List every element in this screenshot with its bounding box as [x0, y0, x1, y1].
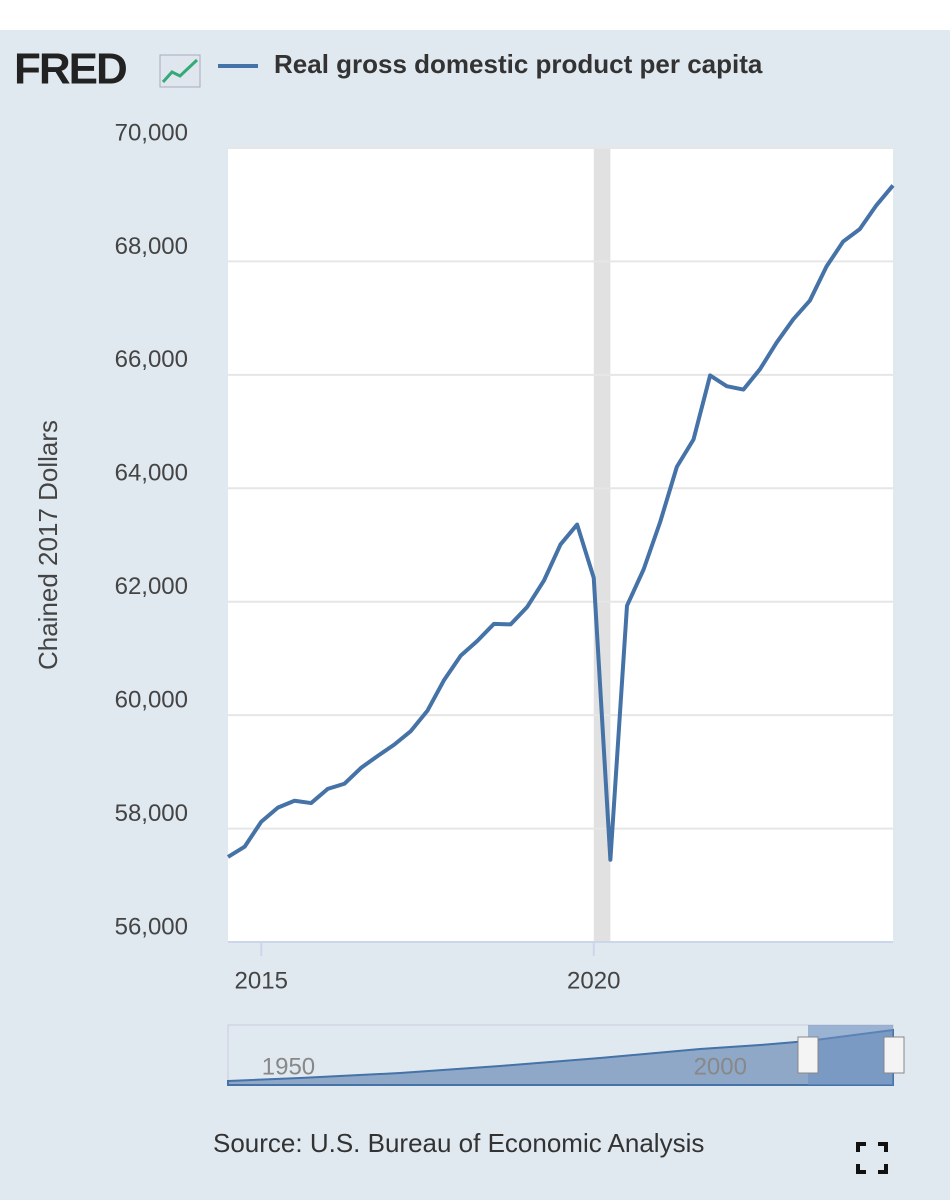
navigator-handle[interactable] [883, 1036, 905, 1074]
y-tick-label: 58,000 [115, 800, 188, 827]
navigator-handle[interactable] [797, 1036, 819, 1074]
y-tick-label: 62,000 [115, 573, 188, 600]
navigator-tick-label: 1950 [262, 1053, 315, 1080]
legend-label: Real gross domestic product per capita [274, 49, 763, 79]
y-tick-label: 64,000 [115, 460, 188, 487]
navigator-area [227, 1028, 894, 1086]
y-tick-label: 56,000 [115, 913, 188, 940]
y-tick-label: 68,000 [115, 233, 188, 260]
y-axis-label: Chained 2017 Dollars [33, 420, 63, 670]
source: Source: U.S. Bureau of Economic Analysis [213, 1128, 704, 1158]
fullscreen-icon[interactable] [856, 1142, 888, 1174]
y-tick-label: 70,000 [115, 119, 188, 146]
top-bar [0, 0, 950, 30]
logo-icon-line [161, 58, 199, 84]
x-tick-label: 2015 [235, 967, 288, 994]
logo-icon [159, 54, 201, 88]
y-tick-label: 60,000 [115, 686, 188, 713]
navigator-selection[interactable] [808, 1025, 893, 1085]
recession-band [593, 148, 611, 942]
series-line [226, 184, 895, 862]
x-tick-label: 2020 [567, 967, 620, 994]
logo: FRED [14, 45, 126, 94]
y-tick-label: 66,000 [115, 346, 188, 373]
navigator-tick-label: 2000 [694, 1053, 747, 1080]
